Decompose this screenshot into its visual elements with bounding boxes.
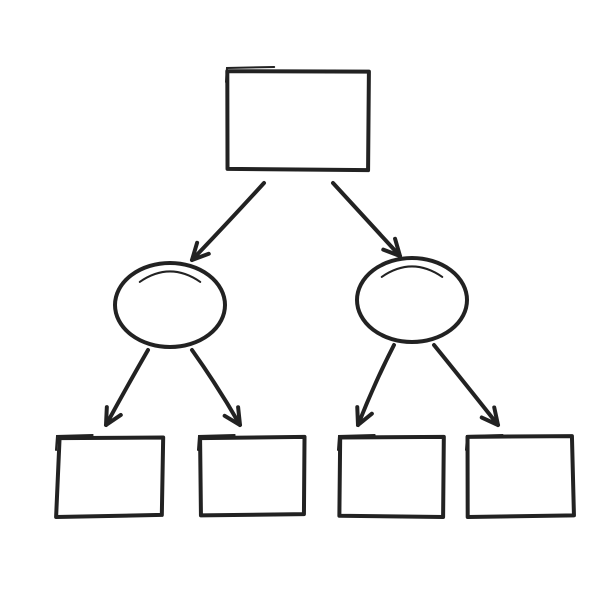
arrow-2 bbox=[106, 350, 148, 425]
node-c1 bbox=[115, 263, 225, 347]
arrow-1 bbox=[333, 183, 400, 256]
node-leaf3 bbox=[338, 435, 444, 517]
node-c2 bbox=[357, 258, 467, 342]
node-leaf2 bbox=[198, 435, 305, 515]
arrow-4 bbox=[357, 345, 394, 425]
node-leaf1 bbox=[56, 435, 163, 517]
node-leaf4 bbox=[466, 435, 574, 517]
flowchart-canvas bbox=[0, 0, 600, 600]
arrow-3 bbox=[192, 350, 240, 425]
arrow-0 bbox=[192, 183, 264, 260]
node-root bbox=[226, 67, 369, 170]
arrow-5 bbox=[434, 345, 498, 425]
